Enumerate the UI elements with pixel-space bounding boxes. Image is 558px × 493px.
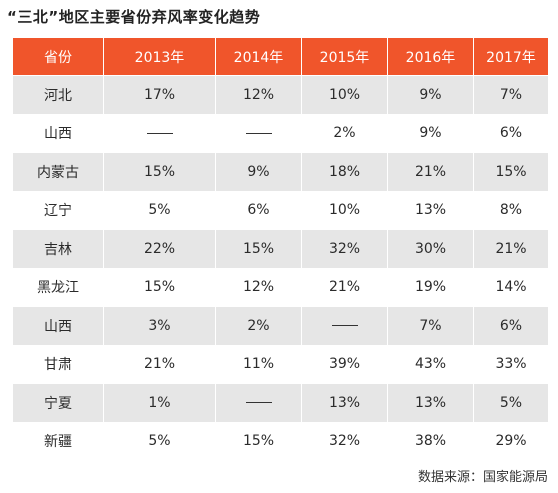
table-cell-2014: 2% (216, 307, 302, 345)
table-cell-2015: 32% (302, 422, 388, 460)
no-data-dash (245, 402, 272, 404)
table-cell-2014 (216, 114, 302, 152)
table-cell-province: 山西 (13, 307, 104, 345)
table-cell-province: 吉林 (13, 230, 104, 268)
table-row: 辽宁 5% 6% 10% 13% 8% (13, 191, 548, 230)
header-cell-2016: 2016年 (388, 38, 474, 75)
header-cell-2015: 2015年 (302, 38, 388, 75)
table-cell-2014: 9% (216, 153, 302, 191)
table-cell-2013: 5% (104, 422, 216, 460)
table-cell-2014: 12% (216, 76, 302, 114)
table-cell-2016: 43% (388, 345, 474, 383)
header-cell-2017: 2017年 (474, 38, 548, 75)
table-cell-2017: 6% (474, 307, 548, 345)
header-cell-province: 省份 (13, 38, 104, 75)
table-row: 内蒙古 15% 9% 18% 21% 15% (13, 153, 548, 192)
table-cell-2014: 11% (216, 345, 302, 383)
table-cell-province: 新疆 (13, 422, 104, 460)
table-cell-2016: 21% (388, 153, 474, 191)
table-cell-2014: 15% (216, 230, 302, 268)
table-cell-2015: 39% (302, 345, 388, 383)
table-cell-2015: 2% (302, 114, 388, 152)
table-cell-2014: 15% (216, 422, 302, 460)
no-data-dash (245, 132, 272, 134)
table-cell-province: 黑龙江 (13, 268, 104, 306)
table-cell-province: 辽宁 (13, 191, 104, 229)
table-cell-2017: 8% (474, 191, 548, 229)
no-data-dash (331, 325, 358, 327)
table-cell-2016: 7% (388, 307, 474, 345)
table-cell-2015: 13% (302, 384, 388, 422)
table-cell-province: 内蒙古 (13, 153, 104, 191)
data-source-note: 数据来源：国家能源局 (417, 470, 548, 485)
table-cell-2017: 21% (474, 230, 548, 268)
header-cell-2013: 2013年 (104, 38, 216, 75)
table-header-row: 省份 2013年 2014年 2015年 2016年 2017年 (13, 38, 548, 76)
table-cell-2013: 21% (104, 345, 216, 383)
table-cell-2013: 15% (104, 153, 216, 191)
table-row: 山西 3% 2% 7% 6% (13, 307, 548, 346)
table-cell-2016: 38% (388, 422, 474, 460)
table-row: 新疆 5% 15% 32% 38% 29% (13, 422, 548, 461)
table-cell-province: 河北 (13, 76, 104, 114)
table-cell-2013: 3% (104, 307, 216, 345)
table-row: 山西 2% 9% 6% (13, 114, 548, 153)
table-cell-2013: 15% (104, 268, 216, 306)
table-cell-2013: 1% (104, 384, 216, 422)
table-cell-2015: 10% (302, 76, 388, 114)
table-cell-2017: 5% (474, 384, 548, 422)
table-cell-2013: 5% (104, 191, 216, 229)
table-cell-2016: 13% (388, 384, 474, 422)
table-cell-2016: 13% (388, 191, 474, 229)
table-cell-2016: 30% (388, 230, 474, 268)
table-cell-2015: 10% (302, 191, 388, 229)
table-cell-province: 甘肃 (13, 345, 104, 383)
table-cell-2016: 9% (388, 114, 474, 152)
table-cell-2015: 21% (302, 268, 388, 306)
table-cell-2017: 29% (474, 422, 548, 460)
table-cell-2013: 22% (104, 230, 216, 268)
table-row: 河北 17% 12% 10% 9% 7% (13, 76, 548, 115)
table-row: 吉林 22% 15% 32% 30% 21% (13, 230, 548, 269)
table-cell-2017: 14% (474, 268, 548, 306)
table-title: “三北”地区主要省份弃风率变化趋势 (7, 8, 261, 26)
table-cell-2013 (104, 114, 216, 152)
table-cell-2014: 6% (216, 191, 302, 229)
table-cell-province: 山西 (13, 114, 104, 152)
table-cell-2017: 6% (474, 114, 548, 152)
table-cell-2017: 7% (474, 76, 548, 114)
table-row: 甘肃 21% 11% 39% 43% 33% (13, 345, 548, 384)
table-cell-2015: 18% (302, 153, 388, 191)
table-cell-2015: 32% (302, 230, 388, 268)
table-cell-2017: 15% (474, 153, 548, 191)
table-body: 河北 17% 12% 10% 9% 7% 山西 2% 9% 6% 内蒙古 15% 9% 18% 21% 15%… (13, 76, 548, 461)
table-cell-2014: 12% (216, 268, 302, 306)
table-cell-2015 (302, 307, 388, 345)
table-cell-2017: 33% (474, 345, 548, 383)
table-row: 黑龙江 15% 12% 21% 19% 14% (13, 268, 548, 307)
table-cell-province: 宁夏 (13, 384, 104, 422)
table-cell-2016: 19% (388, 268, 474, 306)
table-cell-2014 (216, 384, 302, 422)
table-row: 宁夏 1% 13% 13% 5% (13, 384, 548, 423)
header-cell-2014: 2014年 (216, 38, 302, 75)
table-cell-2013: 17% (104, 76, 216, 114)
no-data-dash (146, 132, 173, 134)
data-table: 省份 2013年 2014年 2015年 2016年 2017年 河北 17% 12… (13, 38, 548, 461)
table-cell-2016: 9% (388, 76, 474, 114)
